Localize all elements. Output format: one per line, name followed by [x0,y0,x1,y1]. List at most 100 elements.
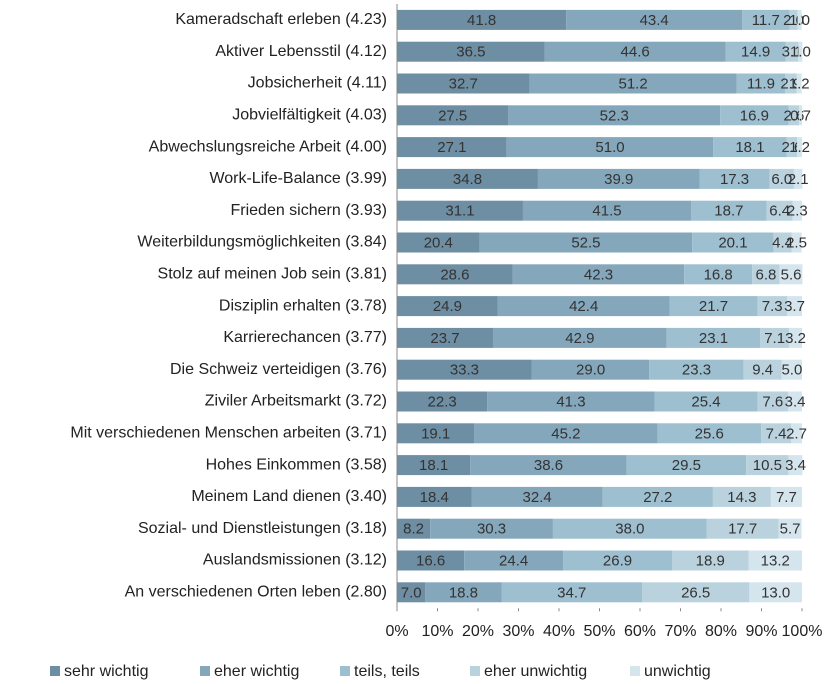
value-label: 32.4 [523,489,552,506]
x-tick-label: 80% [705,623,737,640]
x-tick-label: 30% [502,623,534,640]
value-label: 11.9 [747,75,775,92]
value-label: 23.7 [430,330,459,347]
x-tick-label: 50% [583,623,615,640]
bar-segment [397,582,426,603]
bar-segment [773,232,792,253]
category-label: Frieden sichern (3.93) [230,202,387,219]
bar-segment [797,137,802,158]
value-label: 7.7 [776,489,797,506]
bar-segment [397,296,498,317]
value-label: 13.0 [761,584,790,601]
bar-segment [706,518,779,539]
bar-segment [425,582,502,603]
bar-segment [397,137,507,158]
value-label: 3.1 [782,44,803,61]
bar-segment [743,359,782,380]
value-label: 5.6 [781,266,802,283]
bar-segment [397,105,509,126]
value-label: 0.7 [790,107,811,124]
x-tick-label: 60% [624,623,656,640]
value-label: 1.2 [789,139,810,156]
bar-segment [512,264,685,285]
x-tick-label: 0% [385,623,408,640]
category-label: Kameradschaft erleben (4.23) [175,11,387,28]
category-label: Jobsicherheit (4.11) [248,75,387,92]
bar-segment [666,327,761,348]
bar-segment [669,296,758,317]
value-label: 23.3 [682,362,711,379]
value-label: 19.1 [421,425,450,442]
value-label: 51.0 [595,139,624,156]
x-tick-label: 70% [664,623,696,640]
value-label: 1.0 [790,44,811,61]
bar-segment [397,327,493,348]
value-label: 3.4 [785,457,806,474]
bar-segment [397,486,472,507]
bar-segment [566,9,743,30]
value-label: 7.4 [766,425,787,442]
bar-segment [798,41,803,62]
category-label: Weiterbildungsmöglichkeiten (3.84) [137,234,387,251]
bar-segment [487,391,655,412]
bar-segment [626,455,747,476]
bar-segment [789,327,802,348]
bar-segment [501,582,643,603]
legend-swatch [50,666,60,676]
value-label: 38.0 [615,521,644,538]
bar-segment [760,327,790,348]
category-label: Aktiver Lebensstil (4.12) [215,43,387,60]
value-label: 52.3 [600,107,629,124]
bar-segment [563,550,672,571]
x-tick-label: 20% [462,623,494,640]
value-label: 29.0 [576,362,605,379]
value-label: 25.6 [695,425,724,442]
value-label: 7.6 [762,393,783,410]
legend-swatch [200,666,210,676]
bar-segment [474,423,658,444]
value-label: 29.5 [672,457,701,474]
value-label: 38.6 [534,457,563,474]
value-label: 31.1 [445,203,474,220]
bar-segment [784,73,797,94]
bar-segment [797,9,802,30]
x-tick-label: 10% [421,623,453,640]
value-label: 18.8 [449,584,478,601]
value-label: 2.5 [786,234,807,251]
value-label: 13.2 [761,552,790,569]
category-label: Auslandsmissionen (3.12) [203,552,387,569]
value-label: 26.5 [681,584,710,601]
bar-segment [788,455,803,476]
bar-segment [691,200,767,221]
value-label: 6.8 [756,266,777,283]
value-label: 2.6 [781,139,802,156]
bar-segment [552,518,707,539]
category-label: Abwechslungsreiche Arbeit (4.00) [149,138,387,155]
value-label: 3.7 [784,298,805,315]
bar-segment [397,200,523,221]
bar-segment [770,486,802,507]
bar-segment [757,391,789,412]
value-label: 16.9 [740,107,769,124]
value-label: 14.9 [741,44,770,61]
value-label: 51.2 [619,75,648,92]
category-label: Disziplin erhalten (3.78) [219,297,387,314]
bar-segment [791,423,802,444]
value-label: 3.2 [785,330,806,347]
category-label: An verschiedenen Orten leben (2.80) [125,584,387,601]
value-label: 41.3 [556,393,585,410]
bar-segment [397,359,532,380]
bar-segment [506,137,714,158]
value-label: 44.6 [621,44,650,61]
legend-swatch [630,666,640,676]
category-label: Mit verschiedenen Menschen arbeiten (3.7… [70,425,387,442]
value-label: 42.9 [565,330,594,347]
value-label: 39.9 [604,171,633,188]
bar-segment [479,232,693,253]
value-label: 24.4 [499,552,528,569]
x-tick-label: 40% [543,623,575,640]
bar-segment [492,327,667,348]
bar-segment [397,73,530,94]
value-label: 8.2 [403,521,424,538]
value-label: 52.5 [571,234,600,251]
